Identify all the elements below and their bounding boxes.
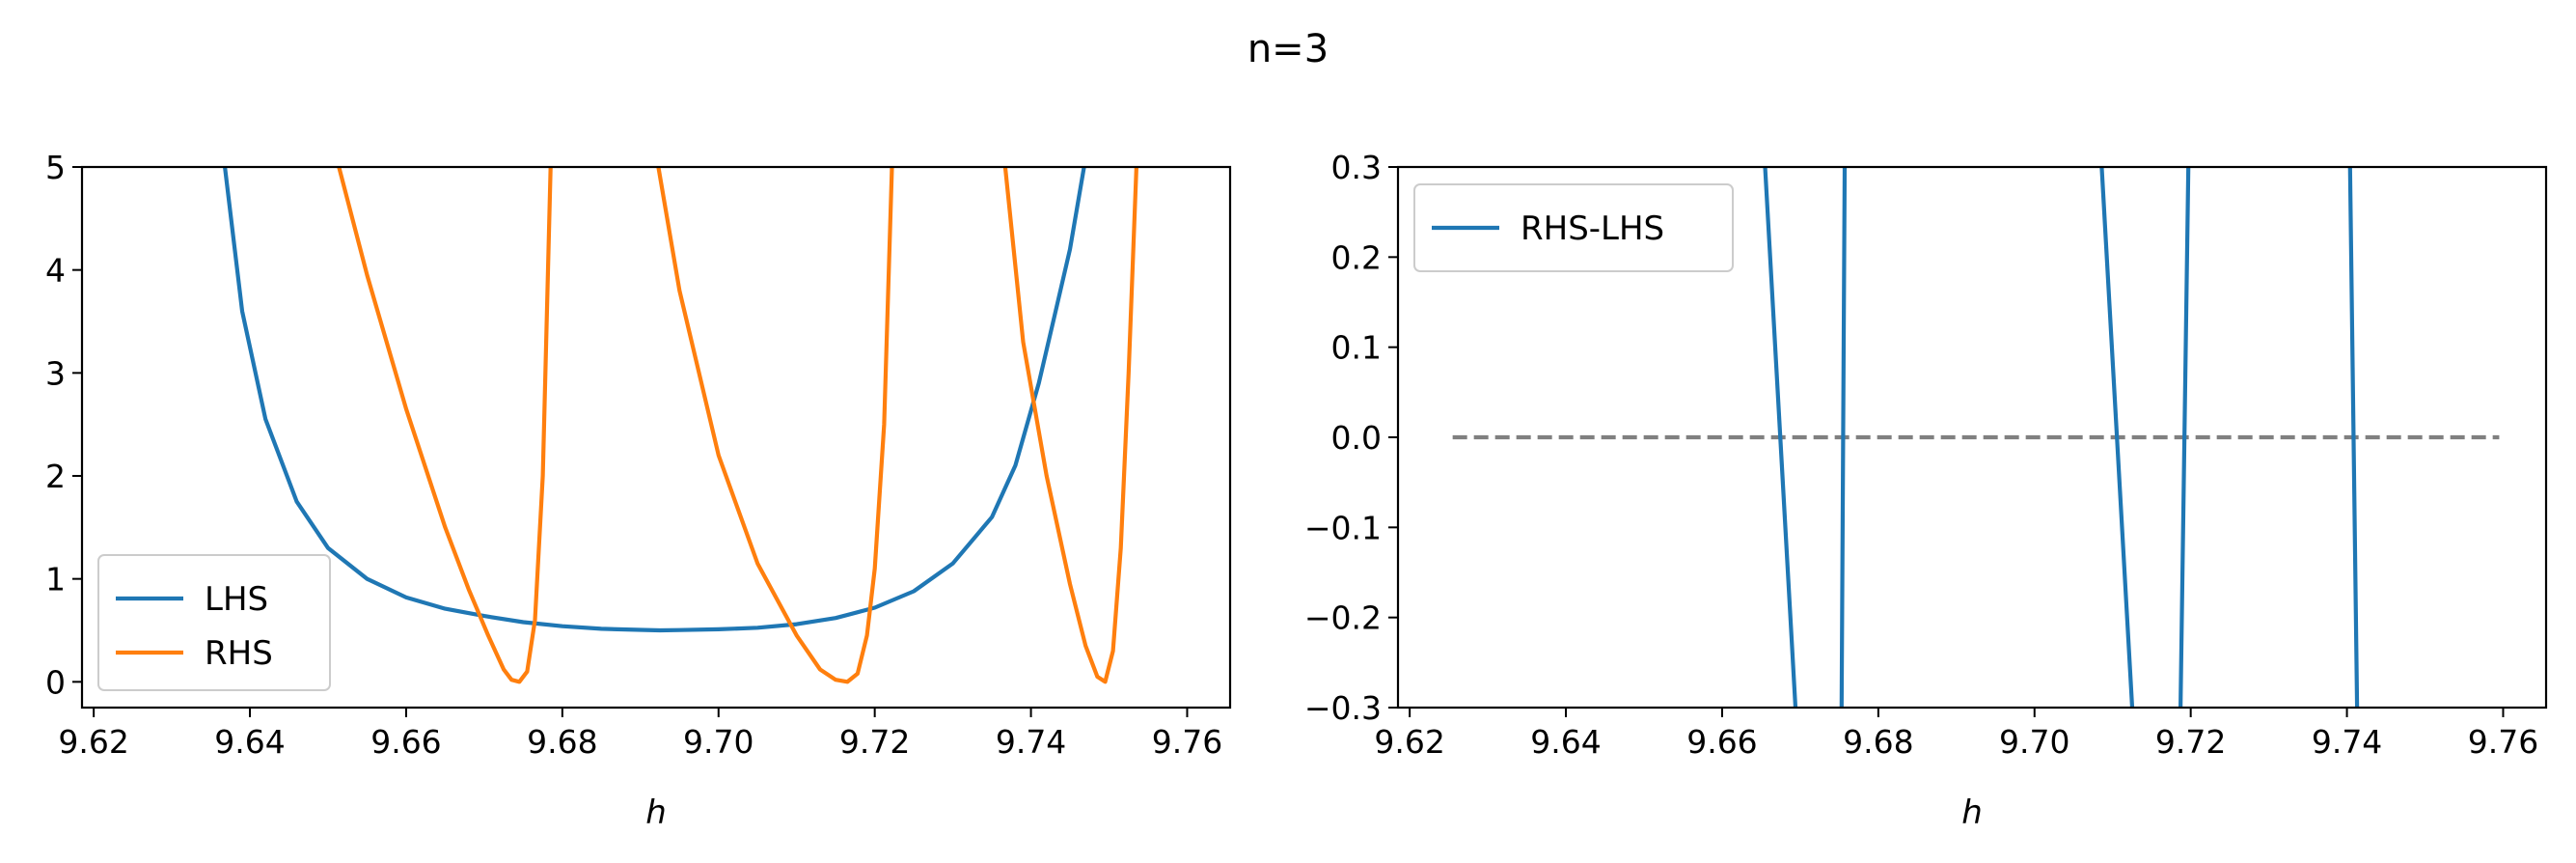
left-y-tick-label: 5 <box>45 149 66 186</box>
right-y-tick-label: 0.0 <box>1331 419 1382 457</box>
left-x-tick-label: 9.64 <box>214 723 285 761</box>
right-y-tick-label: 0.1 <box>1331 329 1382 367</box>
left-plot-area <box>223 167 1139 684</box>
right-legend-box <box>1413 183 1734 272</box>
right-x-tick-label: 9.64 <box>1530 723 1601 761</box>
right-plot-area <box>1452 167 2500 708</box>
left-y-tick-label: 0 <box>45 663 66 701</box>
right-x-tick-label: 9.62 <box>1374 723 1444 761</box>
left-x-tick-label: 9.72 <box>839 723 910 761</box>
left-chart: 9.62 9.64 9.66 9.68 9.70 9.72 9.74 9.76 0 1 2 3 4 5 h L… <box>45 149 1232 832</box>
left-legend: LHS RHS <box>97 554 331 691</box>
left-series-lhs-line <box>223 167 1086 633</box>
right-series-rhs-lhs-branch-3 <box>2099 167 2135 708</box>
right-legend: RHS-LHS <box>1413 183 1734 272</box>
right-series-rhs-lhs-branch-2 <box>1839 167 1848 708</box>
right-x-tick-label: 9.74 <box>2312 723 2382 761</box>
right-y-tick-label: 0.3 <box>1331 149 1382 186</box>
right-y-tick-label: −0.1 <box>1304 509 1382 546</box>
left-series-rhs-branch-2 <box>656 167 894 684</box>
left-legend-box <box>97 554 331 691</box>
right-y-tick-label: 0.2 <box>1331 238 1382 276</box>
left-x-axis-label: h <box>645 793 667 832</box>
right-series-rhs-lhs-branch-5 <box>2347 167 2360 708</box>
left-x-tick-label: 9.62 <box>58 723 128 761</box>
right-chart: 9.62 9.64 9.66 9.68 9.70 9.72 9.74 9.76 −0.3 −0.2… <box>1304 149 2548 832</box>
left-legend-label-lhs: LHS <box>205 580 268 619</box>
left-y-tick-label: 4 <box>45 252 66 290</box>
right-x-tick-label: 9.70 <box>1999 723 2069 761</box>
right-y-tick-label: −0.3 <box>1304 689 1382 727</box>
right-x-tick-label: 9.66 <box>1686 723 1757 761</box>
right-x-tick-label: 9.76 <box>2468 723 2538 761</box>
right-x-tick-label: 9.68 <box>1843 723 1913 761</box>
left-x-tick-label: 9.68 <box>527 723 597 761</box>
right-series-rhs-lhs-branch-1 <box>1763 167 1798 708</box>
left-y-tick-label: 1 <box>45 561 66 599</box>
left-series-rhs-branch-1 <box>337 167 553 684</box>
left-x-tick-label: 9.74 <box>996 723 1066 761</box>
left-axes-frame <box>80 165 1232 710</box>
left-legend-label-rhs: RHS <box>205 634 273 673</box>
right-series-rhs-lhs-branch-4 <box>2179 167 2191 708</box>
left-y-tick-label: 2 <box>45 458 66 495</box>
left-x-tick-label: 9.66 <box>370 723 441 761</box>
left-series-rhs-branch-3 <box>1002 167 1139 684</box>
figure-suptitle: n=3 <box>1247 27 1329 71</box>
left-x-tick-label: 9.76 <box>1152 723 1222 761</box>
left-y-tick-label: 3 <box>45 354 66 392</box>
right-x-tick-label: 9.72 <box>2155 723 2226 761</box>
right-y-tick-label: −0.2 <box>1304 599 1382 637</box>
right-legend-label-rhs-lhs: RHS-LHS <box>1521 209 1664 248</box>
right-x-axis-label: h <box>1961 793 1983 832</box>
left-x-tick-label: 9.70 <box>683 723 754 761</box>
